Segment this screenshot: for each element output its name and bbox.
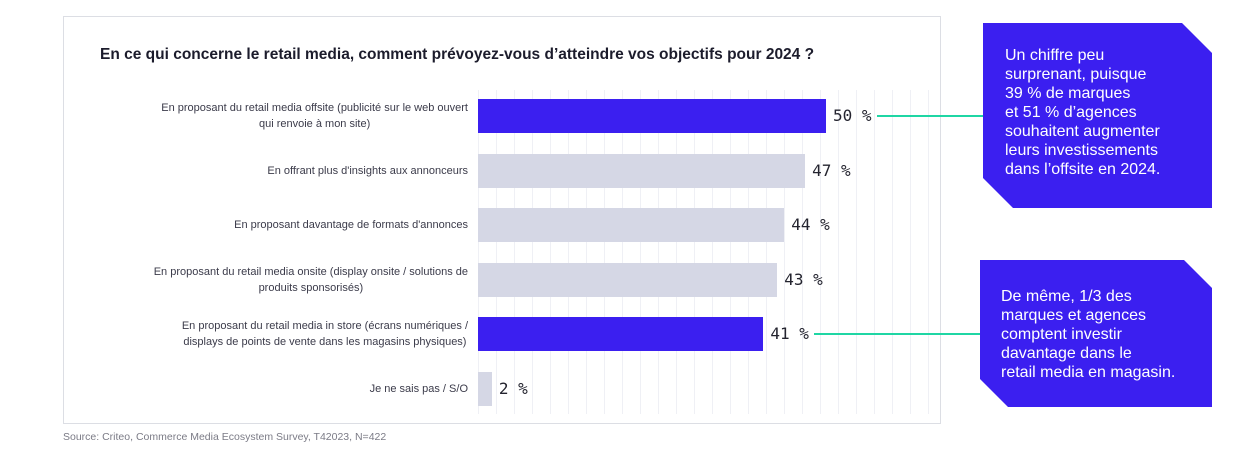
category-label: En proposant davantage de formats d'anno… (234, 219, 468, 232)
category-label-wrap: En proposant davantage de formats d'anno… (70, 203, 468, 247)
bar-highlighted (478, 99, 826, 133)
connector-line (877, 115, 983, 117)
category-label-wrap: En offrant plus d'insights aux annonceur… (70, 149, 468, 193)
gridlines (478, 90, 934, 414)
callout-box: Un chiffre peu surprenant, puisque 39 % … (983, 23, 1212, 208)
category-label: En proposant du retail media in store (é… (181, 320, 468, 349)
category-label-wrap: En proposant du retail media offsite (pu… (70, 94, 468, 138)
callout-box: De même, 1/3 des marques et agences comp… (980, 260, 1212, 407)
connector-line (814, 333, 980, 336)
bar-highlighted (478, 317, 764, 352)
category-label: Je ne sais pas / S/O (369, 383, 468, 395)
category-label: En proposant du retail media offsite (pu… (161, 102, 468, 130)
value-label: 43 % (784, 269, 823, 289)
category-label: En proposant du retail media onsite (dis… (153, 265, 468, 294)
bar (478, 153, 806, 188)
source-note: Source: Criteo, Commerce Media Ecosystem… (63, 431, 387, 443)
category-label-wrap: Je ne sais pas / S/O (70, 367, 468, 411)
bar (478, 208, 785, 243)
bar (478, 372, 492, 406)
bar (478, 262, 778, 297)
category-label-wrap: En proposant du retail media onsite (dis… (70, 258, 468, 302)
category-label-wrap: En proposant du retail media in store (é… (70, 312, 468, 356)
value-label: 50 % (833, 106, 872, 125)
value-label: 47 % (812, 160, 851, 180)
callout-text: Un chiffre peu surprenant, puisque 39 % … (1005, 47, 1161, 178)
callout-text: De même, 1/3 des marques et agences comp… (1001, 288, 1176, 381)
value-label: 2 % (498, 379, 528, 398)
value-label: 41 % (770, 324, 809, 344)
category-label: En offrant plus d'insights aux annonceur… (267, 164, 468, 177)
value-label: 44 % (791, 215, 830, 235)
chart-title: En ce qui concerne le retail media, comm… (100, 46, 815, 63)
